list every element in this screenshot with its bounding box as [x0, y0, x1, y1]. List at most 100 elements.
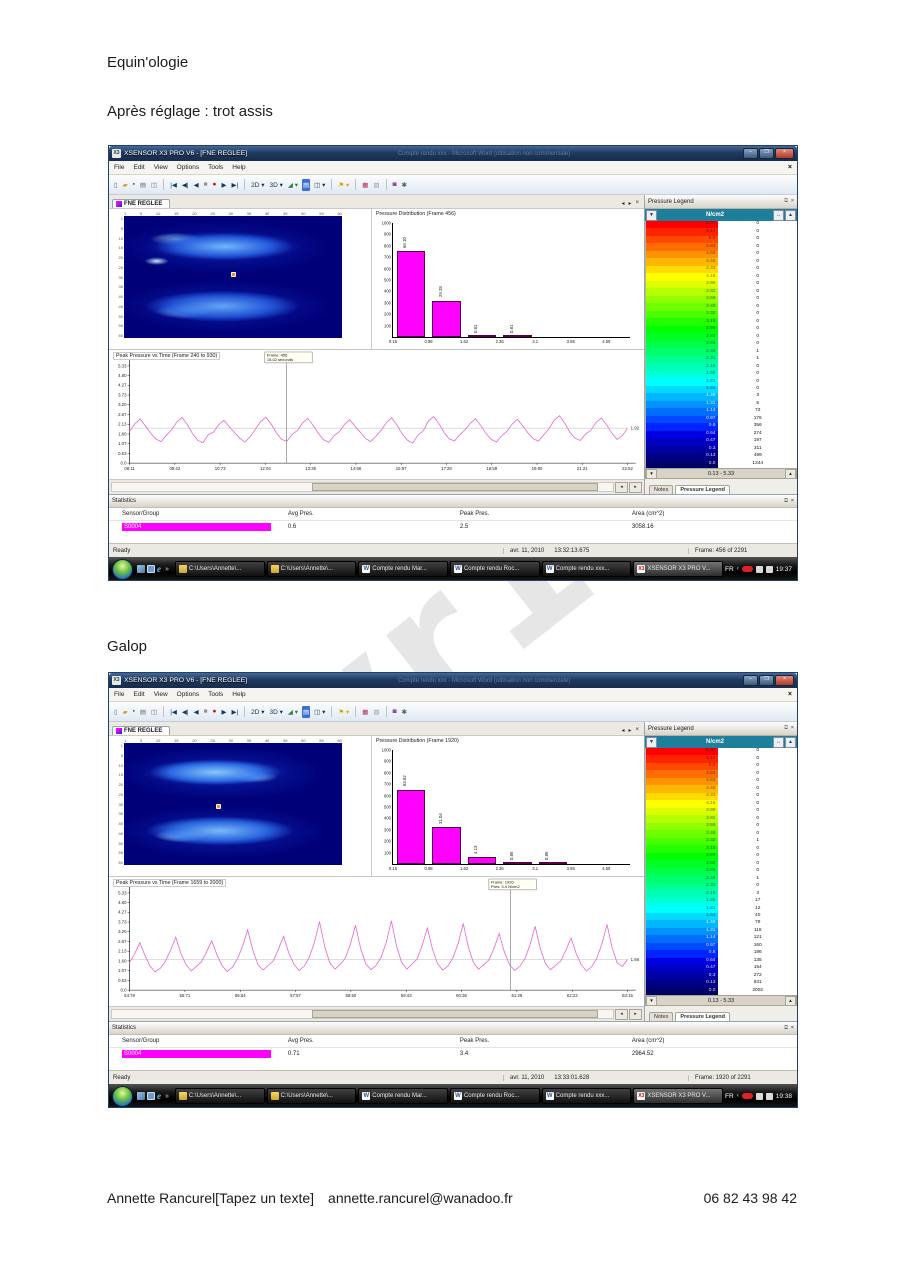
document-close-icon[interactable]: × [787, 691, 792, 698]
settings-icon[interactable]: ✱ [401, 181, 407, 189]
internet-explorer-icon[interactable]: e [157, 1091, 161, 1101]
close-icon[interactable]: × [775, 675, 794, 686]
save-icon[interactable]: ▪ [132, 708, 135, 715]
tab-close-icon[interactable]: × [635, 200, 639, 206]
tab-scroll-left-icon[interactable]: ◂ [621, 201, 625, 207]
tab-scroll-left-icon[interactable]: ◂ [621, 728, 625, 734]
play-icon[interactable]: ▶ [221, 181, 227, 189]
statistics-row[interactable]: S0004 0.71 3.4 2964.52 [109, 1048, 797, 1060]
menu-options[interactable]: Options [176, 164, 200, 171]
tab-scroll-right-icon[interactable]: ▸ [628, 201, 632, 207]
statistics-header[interactable]: Statistics ⍗ × [109, 495, 797, 508]
open-icon[interactable]: ▰ [122, 708, 128, 716]
menu-view[interactable]: View [153, 691, 168, 698]
print-icon[interactable]: ▤ [139, 708, 147, 716]
tab-fne-reglee[interactable]: FNE REGLEE [112, 726, 171, 735]
language-indicator[interactable]: FR [725, 565, 734, 573]
map-cursor-dot[interactable] [215, 804, 221, 809]
horizontal-scrollbar[interactable]: ◂ ▸ [109, 479, 644, 494]
statistics-close-icon[interactable]: × [790, 497, 794, 504]
taskbar-button[interactable]: C:\Users\Annette\... [266, 561, 357, 577]
pressure-map-canvas[interactable] [124, 216, 342, 338]
record-icon[interactable]: ● [212, 181, 217, 188]
menu-edit[interactable]: Edit [133, 164, 145, 171]
scroll-left-icon[interactable]: ◂ [615, 1008, 628, 1020]
statistics-pin-icon[interactable]: ⍗ [784, 1024, 788, 1031]
print-icon[interactable]: ▤ [139, 181, 147, 189]
minimize-icon[interactable]: – [743, 148, 758, 159]
prev-frame-icon[interactable]: ◀| [181, 708, 189, 716]
volume-icon[interactable] [765, 1092, 773, 1100]
panel-close-icon[interactable]: × [790, 725, 794, 731]
scrollbar-thumb[interactable] [312, 1010, 598, 1018]
snapshot-icon[interactable]: ◙ [392, 708, 397, 715]
save-icon[interactable]: ▪ [132, 181, 135, 188]
taskbar-button[interactable]: C:\Users\Annette\... [266, 1088, 357, 1104]
menu-tools[interactable]: Tools [208, 164, 224, 171]
window-titlebar[interactable]: X3 XSENSOR X3 PRO V6 - [FNE REGLEE] Comp… [109, 146, 797, 161]
prev-frame-icon[interactable]: ◀| [181, 181, 189, 189]
menu-file[interactable]: File [114, 691, 125, 698]
menu-help[interactable]: Help [232, 164, 246, 171]
volume-icon[interactable] [765, 565, 773, 573]
taskbar-button[interactable]: C:\Users\Annette\... [174, 561, 265, 577]
first-frame-icon[interactable]: |◀ [170, 708, 177, 716]
image-icon[interactable]: ▨ [373, 181, 380, 189]
settings-icon[interactable]: ✱ [401, 708, 407, 716]
scroll-right-icon[interactable]: ▸ [629, 1008, 642, 1020]
tab-close-icon[interactable]: × [635, 727, 639, 733]
legend-scroll-up-icon[interactable]: ▲ [785, 736, 796, 748]
legend-panel-header[interactable]: Pressure Legend ⍗ × [645, 195, 797, 209]
switch-windows-icon[interactable] [147, 1092, 155, 1100]
menu-tools[interactable]: Tools [208, 691, 224, 698]
start-button[interactable] [112, 1085, 133, 1107]
step-back-icon[interactable]: ◀ [193, 708, 199, 716]
step-back-icon[interactable]: ◀ [193, 181, 199, 189]
tab-pressure-legend[interactable]: Pressure Legend [675, 1012, 731, 1021]
view-3d-icon[interactable]: 3D ▾ [269, 181, 283, 189]
scrollbar-thumb[interactable] [312, 483, 598, 491]
tab-notes[interactable]: Notes [649, 1012, 674, 1021]
scrollbar-track[interactable] [111, 482, 614, 492]
menu-options[interactable]: Options [176, 691, 200, 698]
new-document-icon[interactable]: ▯ [114, 708, 118, 716]
menu-view[interactable]: View [153, 164, 168, 171]
scroll-left-icon[interactable]: ◂ [615, 481, 628, 493]
print-preview-icon[interactable]: ◫ [151, 181, 158, 189]
flag-icon[interactable]: ⚑ ▾ [338, 181, 350, 189]
statistics-pin-icon[interactable]: ⍗ [784, 497, 788, 504]
legend-resize-icon[interactable]: ↔ [773, 736, 784, 748]
switch-windows-icon[interactable] [147, 565, 155, 573]
taskbar-button[interactable]: X3 XSENSOR X3 PRO V... [633, 561, 724, 577]
tab-scroll-right-icon[interactable]: ▸ [628, 728, 632, 734]
menu-help[interactable]: Help [232, 691, 246, 698]
restore-icon[interactable]: ❒ [759, 148, 774, 159]
view-3d-icon[interactable]: 3D ▾ [269, 708, 283, 716]
tray-expand-icon[interactable]: ‹ [736, 1093, 739, 1099]
show-desktop-icon[interactable] [137, 565, 145, 573]
legend-resize-icon[interactable]: ↔ [773, 209, 784, 221]
tab-pressure-legend[interactable]: Pressure Legend [675, 485, 731, 494]
menu-file[interactable]: File [114, 164, 125, 171]
legend-scroll-up-icon[interactable]: ▲ [785, 209, 796, 221]
view-2d-icon[interactable]: 2D ▾ [251, 708, 265, 716]
sensor-name[interactable]: S0004 [122, 523, 272, 531]
taskbar-button[interactable]: W Compte rendu xxx... [541, 1088, 632, 1104]
taskbar-button[interactable]: W Compte rendu xxx... [541, 561, 632, 577]
statistics-close-icon[interactable]: × [790, 1024, 794, 1031]
legend-panel-header[interactable]: Pressure Legend ⍗ × [645, 722, 797, 736]
pin-icon[interactable]: ⍗ [784, 725, 788, 731]
pressure-map-canvas[interactable] [124, 743, 342, 865]
play-icon[interactable]: ▶ [221, 708, 227, 716]
last-frame-icon[interactable]: ▶| [231, 708, 239, 716]
legend-dropdown-icon[interactable]: ▼ [646, 736, 657, 748]
tab-notes[interactable]: Notes [649, 485, 674, 494]
internet-explorer-icon[interactable]: e [157, 564, 161, 574]
panel-close-icon[interactable]: × [790, 198, 794, 204]
range-up-icon[interactable]: ▲ [785, 995, 796, 1006]
image-icon[interactable]: ▨ [373, 708, 380, 716]
legend-view-icon[interactable]: ▤ [302, 705, 311, 718]
palette-icon[interactable]: ▦ [362, 708, 369, 716]
quick-launch-overflow-icon[interactable]: » [165, 565, 169, 573]
record-icon[interactable]: ● [212, 708, 217, 715]
